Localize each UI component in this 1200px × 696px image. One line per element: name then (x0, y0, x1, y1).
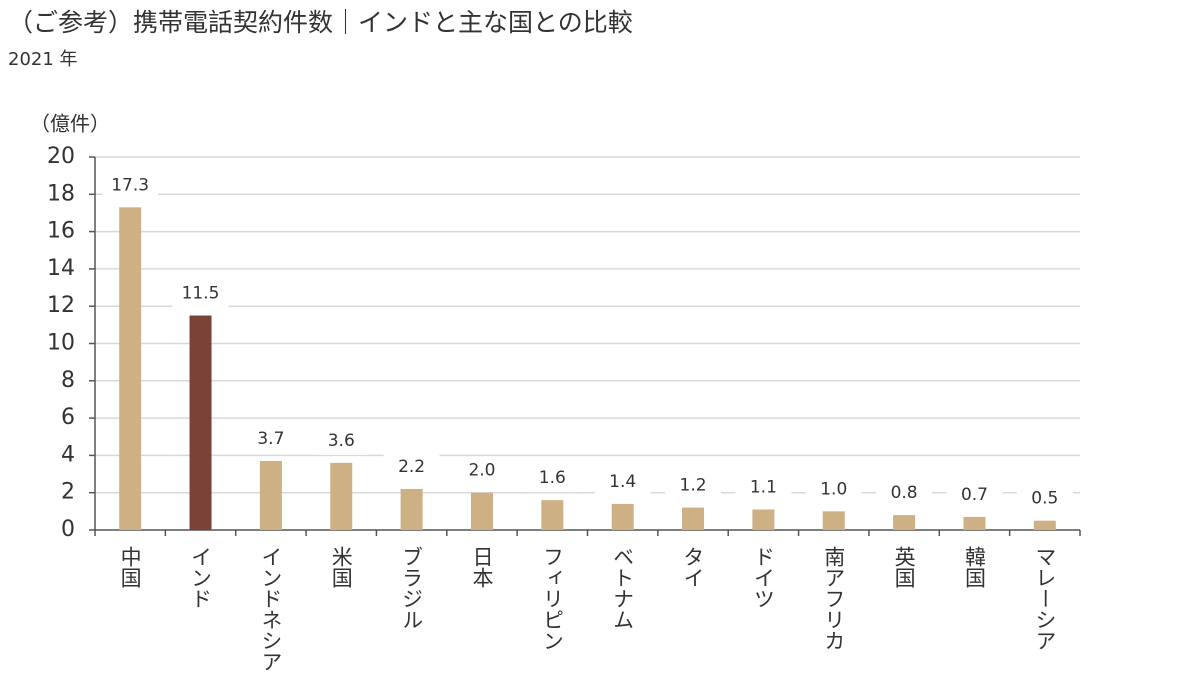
y-tick-label: 6 (61, 405, 75, 430)
value-label-bg (383, 452, 440, 481)
y-tick-label: 16 (47, 219, 75, 244)
x-tick-label: 南アフリカ (822, 546, 846, 651)
bar (682, 507, 705, 530)
y-axis-label: （億件） (30, 112, 110, 136)
value-label-bg (172, 279, 229, 308)
value-label: 1.2 (680, 476, 707, 496)
value-label: 3.7 (257, 429, 284, 449)
y-tick-label: 2 (61, 480, 75, 505)
value-label-bg (594, 467, 651, 496)
x-tick-label: インドネシア (259, 546, 283, 672)
bar (119, 207, 142, 531)
value-label: 1.4 (609, 472, 636, 492)
chart-subtitle: 2021 年 (8, 49, 78, 70)
x-tick-label: 日本 (470, 546, 494, 588)
y-tick-label: 18 (47, 181, 75, 206)
bar (611, 503, 634, 530)
value-label: 17.3 (111, 175, 149, 195)
value-label-bg (946, 480, 1003, 509)
value-label: 2.0 (468, 461, 495, 481)
value-label: 1.1 (750, 477, 777, 497)
x-tick-label: 中国 (118, 546, 142, 588)
bar (1033, 520, 1056, 530)
value-label: 1.0 (820, 479, 847, 499)
x-tick-label: 米国 (329, 546, 353, 588)
value-label-bg (665, 471, 722, 500)
bar (259, 460, 282, 530)
x-tick-label: ドイツ (751, 546, 775, 609)
bar (963, 516, 986, 530)
value-label-bg (102, 171, 159, 200)
y-tick-label: 12 (47, 293, 75, 318)
value-label-bg (524, 464, 581, 493)
value-label-bg (735, 473, 792, 502)
x-tick-label: 英国 (892, 546, 916, 588)
y-tick-label: 10 (47, 331, 75, 356)
chart-title: （ご参考）携帯電話契約件数｜インドと主な国との比較 (8, 8, 633, 37)
x-tick-label: 韓国 (962, 546, 986, 588)
x-tick-label: ブラジル (400, 546, 424, 630)
bar (400, 488, 423, 530)
bar (330, 462, 353, 530)
bar (470, 492, 493, 530)
value-label-bg (242, 424, 299, 453)
value-label-bg (453, 456, 510, 485)
x-tick-label: マレーシア (1033, 546, 1057, 651)
value-label-bg (805, 475, 862, 504)
bar (189, 315, 212, 530)
bar (893, 515, 916, 530)
y-tick-label: 8 (61, 368, 75, 393)
x-tick-label: インド (189, 546, 213, 609)
value-label: 3.6 (328, 431, 355, 451)
value-label: 0.5 (1031, 489, 1058, 509)
y-tick-label: 20 (47, 144, 75, 169)
value-label: 11.5 (182, 284, 220, 304)
y-tick-label: 14 (47, 256, 75, 281)
value-label-bg (876, 479, 933, 508)
value-label-bg (313, 426, 370, 455)
x-tick-label: タイ (681, 546, 705, 588)
value-label: 1.6 (539, 468, 566, 488)
bar (752, 509, 775, 530)
y-tick-label: 4 (61, 442, 75, 467)
bar (541, 500, 564, 530)
value-label: 2.2 (398, 457, 425, 477)
value-label: 0.7 (961, 485, 988, 505)
x-tick-label: フィリピン (540, 546, 564, 651)
x-tick-label: ベトナム (611, 546, 635, 630)
value-label: 0.8 (891, 483, 918, 503)
bar (822, 511, 845, 530)
y-tick-label: 0 (61, 517, 75, 542)
value-label-bg (1016, 484, 1073, 513)
